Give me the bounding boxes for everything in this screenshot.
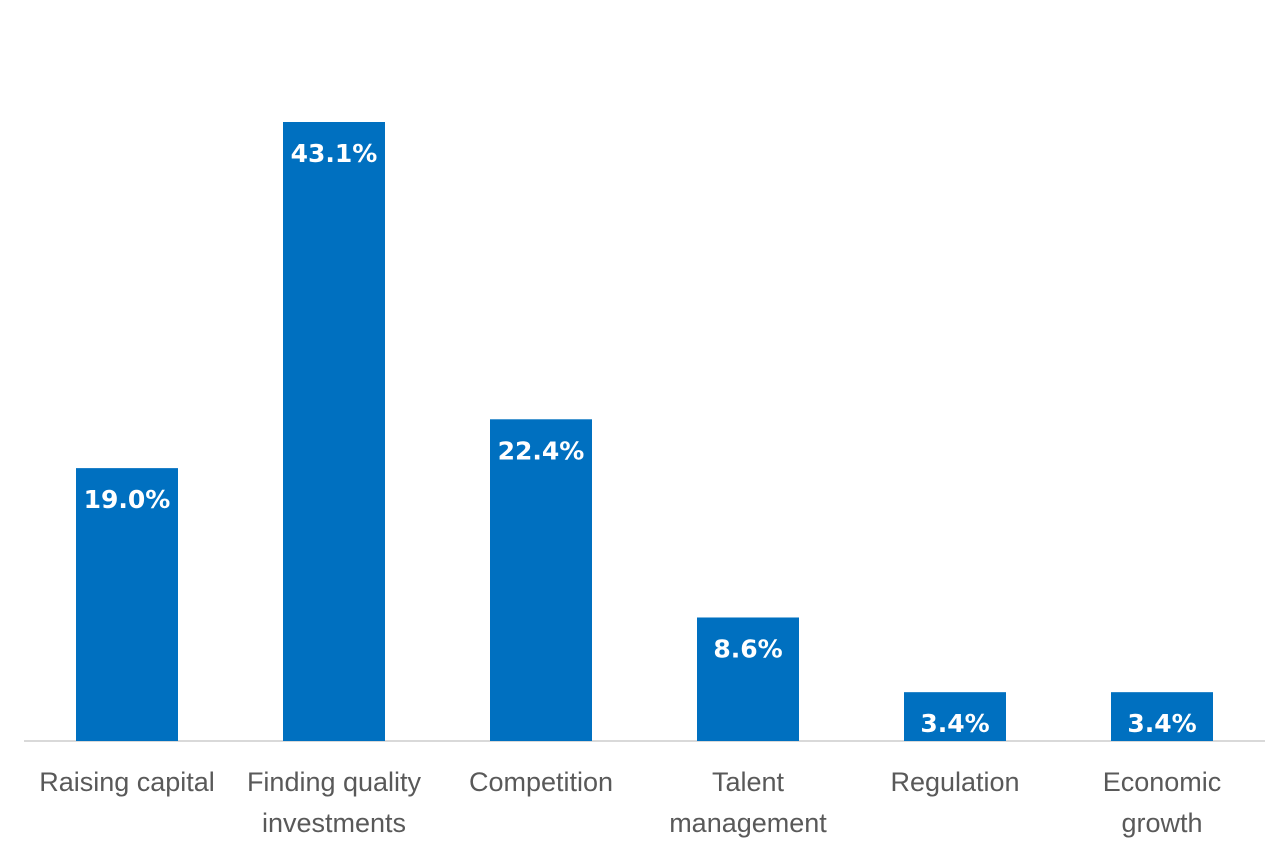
bar-0 bbox=[76, 468, 178, 741]
category-labels-group: Raising capital Finding quality investment… bbox=[39, 767, 1221, 838]
category-label-3-line-1: management bbox=[669, 808, 827, 838]
category-label-3-line-0: Talent bbox=[712, 767, 785, 797]
category-label-5-line-0: Economic bbox=[1103, 767, 1222, 797]
bar-4 bbox=[904, 692, 1006, 741]
value-label-5: 3.4% bbox=[1127, 709, 1196, 738]
category-label-4-line-0: Regulation bbox=[890, 767, 1019, 797]
value-label-3: 8.6% bbox=[713, 634, 782, 663]
value-label-4: 3.4% bbox=[920, 709, 989, 738]
bar-5 bbox=[1111, 692, 1213, 741]
value-label-2: 22.4% bbox=[498, 436, 585, 465]
value-label-0: 19.0% bbox=[84, 485, 171, 514]
bar-1 bbox=[283, 122, 385, 741]
value-label-1: 43.1% bbox=[291, 139, 378, 168]
category-label-0-line-0: Raising capital bbox=[39, 767, 215, 797]
category-label-5-line-1: growth bbox=[1121, 808, 1202, 838]
bar-2 bbox=[490, 419, 592, 741]
category-label-1-line-1: investments bbox=[262, 808, 406, 838]
bars-group bbox=[76, 122, 1213, 741]
value-labels-group: 19.0% 43.1% 22.4% 8.6% 3.4% 3.4% bbox=[84, 139, 1197, 738]
category-label-1-line-0: Finding quality bbox=[247, 767, 422, 797]
category-label-2-line-0: Competition bbox=[469, 767, 613, 797]
bar-3 bbox=[697, 617, 799, 741]
